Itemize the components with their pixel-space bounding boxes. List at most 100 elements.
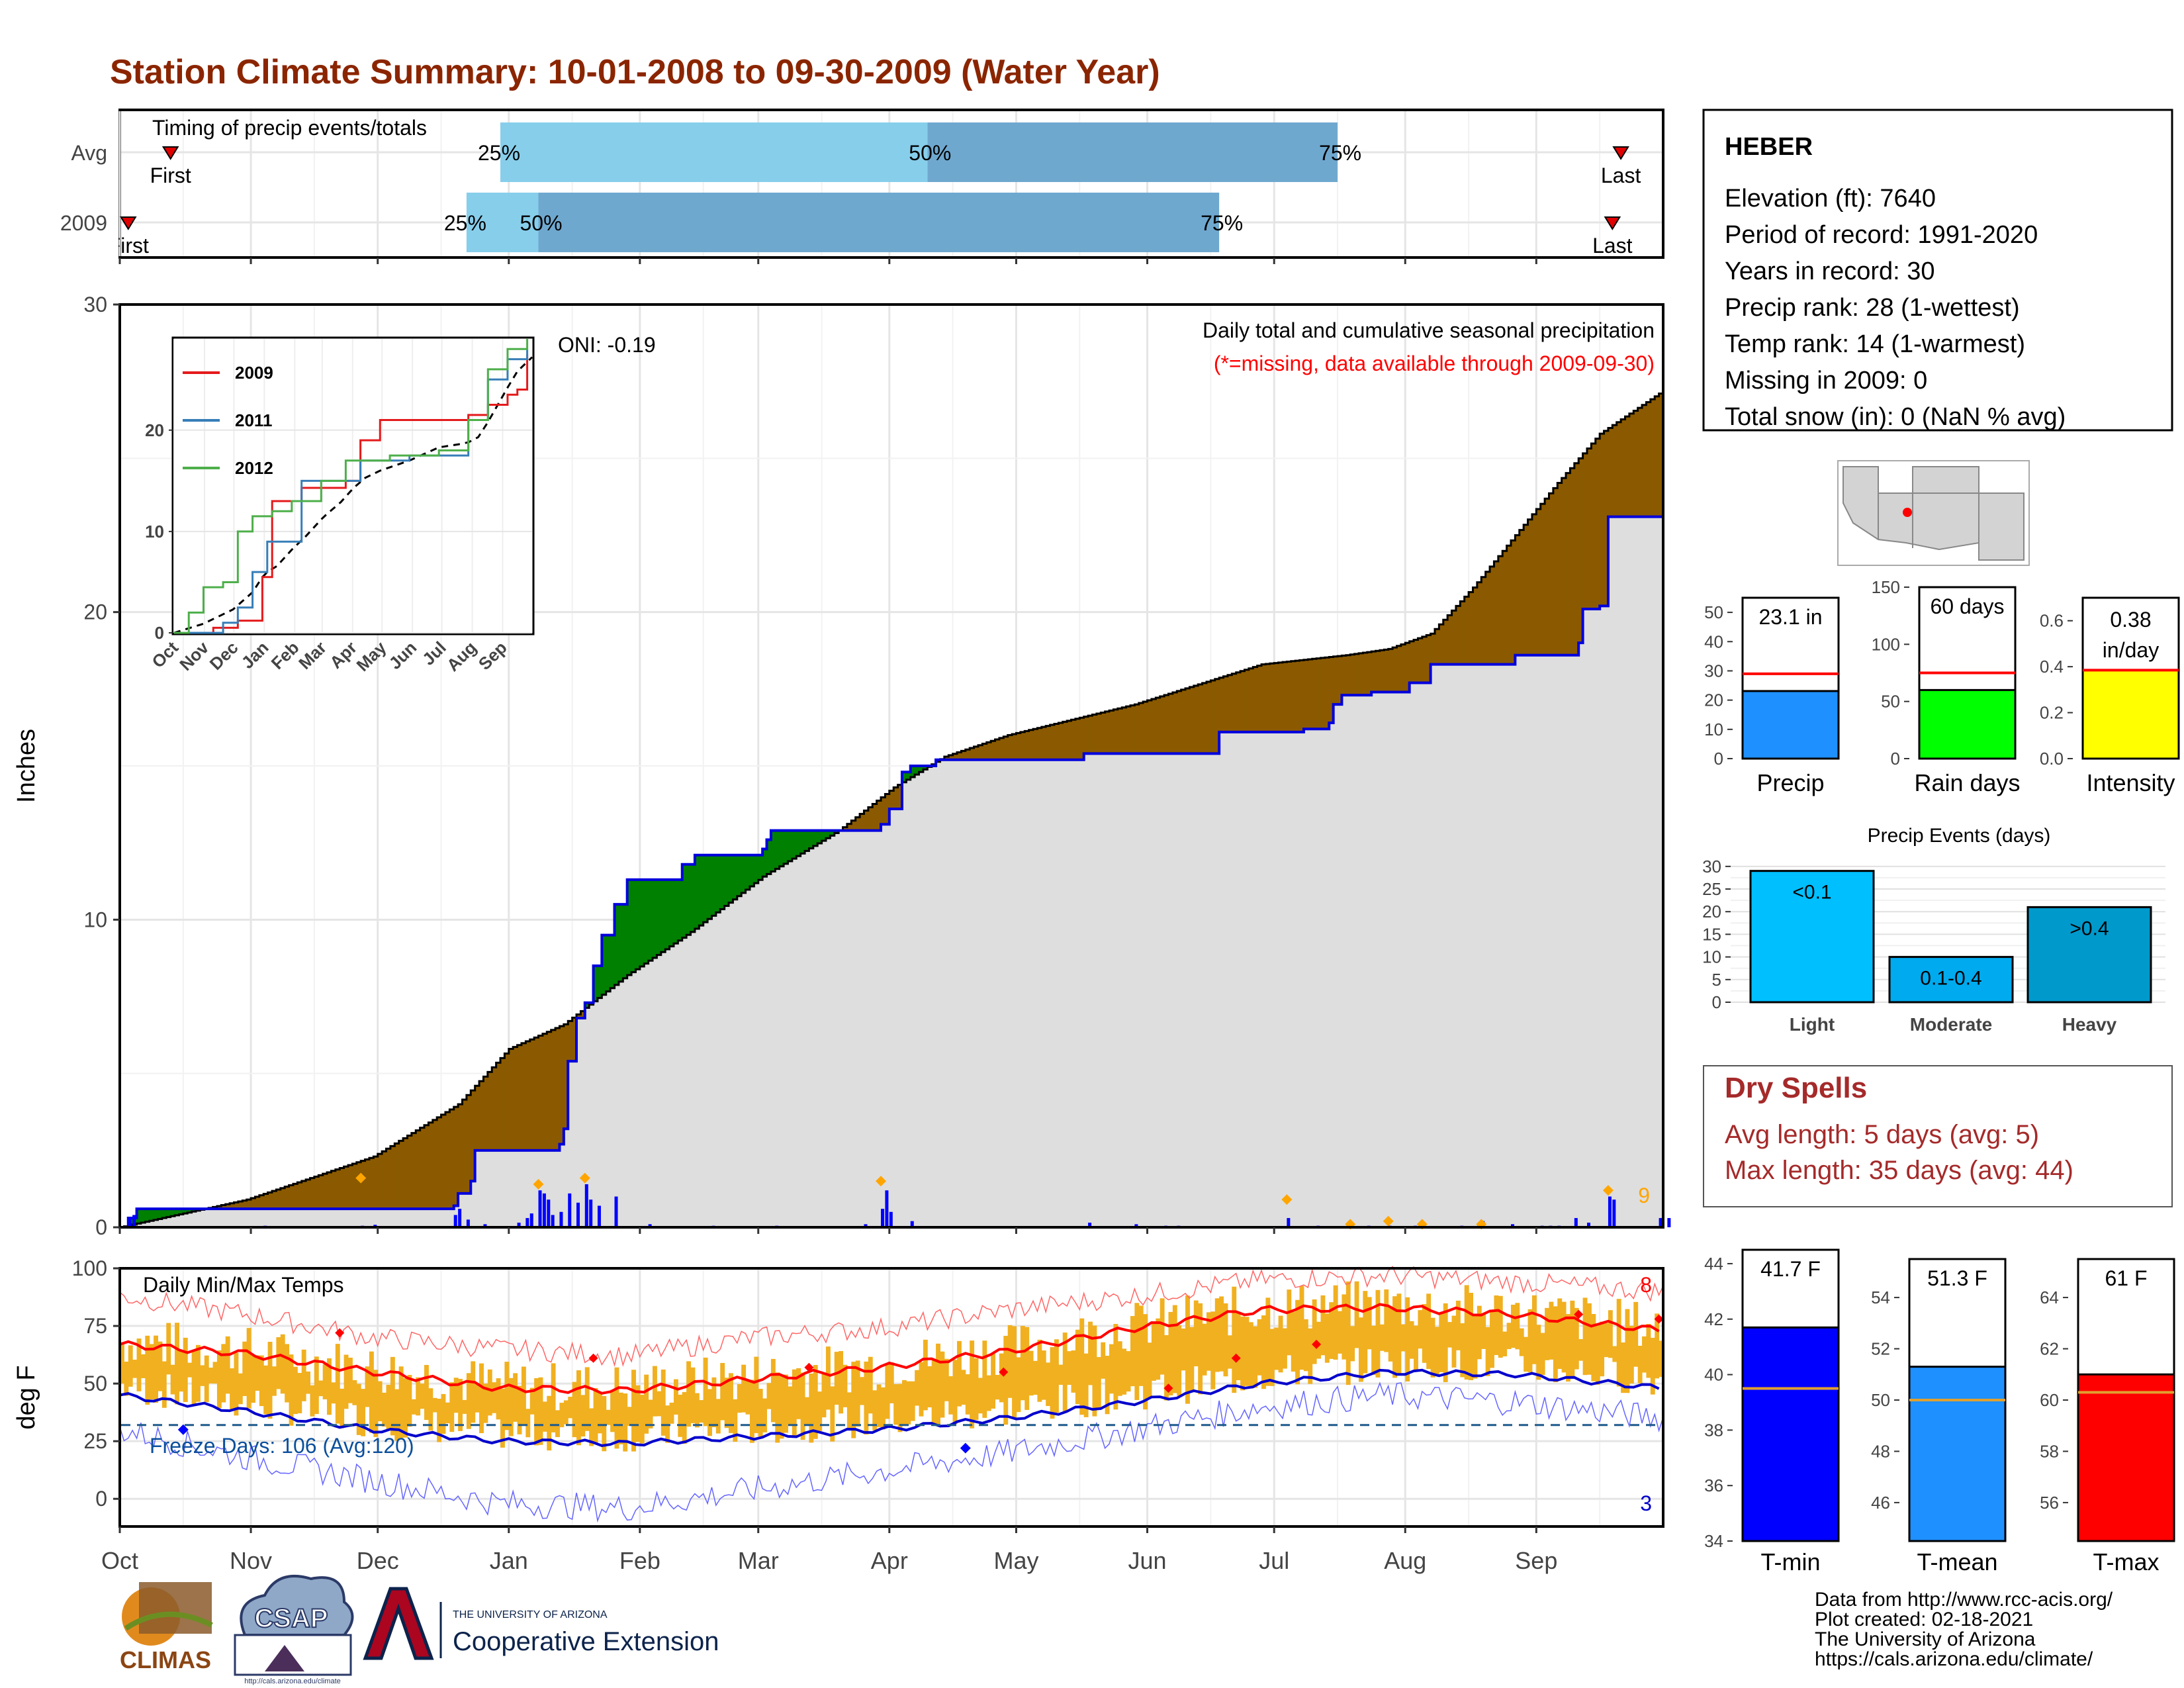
below-normal-segment [1392, 647, 1398, 692]
climas-logo-text: CLIMAS [120, 1646, 211, 1673]
above-normal-segment [644, 879, 649, 964]
daily-temp-bar [762, 1398, 768, 1432]
below-normal-segment [390, 1146, 395, 1209]
below-normal-segment [297, 1182, 302, 1209]
daily-precip-bar [483, 1224, 487, 1227]
above-normal-segment [745, 855, 751, 890]
tmax-normal-line [119, 1303, 1660, 1395]
events-category-label: Heavy [2062, 1014, 2117, 1035]
record-min-line [119, 1382, 1664, 1523]
below-normal-segment [1193, 685, 1199, 754]
above-normal-segment [648, 879, 653, 961]
below-normal-segment [356, 1162, 361, 1209]
daily-precip-bar [1586, 1223, 1590, 1227]
daily-temp-bar [974, 1358, 979, 1421]
below-normal-segment [445, 1111, 450, 1209]
daily-temp-bar [255, 1355, 260, 1391]
daily-temp-bar [1130, 1316, 1135, 1387]
daily-temp-bar [1414, 1325, 1418, 1371]
daily-temp-bar [897, 1383, 903, 1432]
temp-bar-y-tick-label: 60 [2040, 1390, 2059, 1410]
daily-temp-bar [720, 1362, 725, 1421]
daily-temp-bar [318, 1380, 324, 1397]
daily-temp-bar [225, 1336, 230, 1394]
daily-temp-bar [513, 1373, 518, 1422]
temp-bar-value [1741, 1326, 1840, 1542]
daily-temp-bar [766, 1383, 772, 1409]
below-normal-segment [1490, 566, 1495, 665]
daily-temp-bar [1426, 1293, 1432, 1370]
station-line-years: Years in record: 30 [1725, 258, 1935, 285]
daily-temp-bar [1536, 1325, 1541, 1380]
below-normal-segment [555, 1028, 561, 1150]
below-normal-segment [974, 746, 979, 760]
below-normal-segment [1545, 498, 1550, 655]
temp-y-axis: 0 25 50 75 100 [72, 1256, 120, 1511]
daily-temp-bar [1515, 1303, 1520, 1350]
timing-p25-label: 25% [478, 141, 520, 165]
below-normal-segment [1418, 638, 1423, 683]
event-diamond-marker [1602, 1185, 1614, 1196]
daily-temp-bar [1629, 1325, 1634, 1383]
daily-temp-bar [842, 1364, 848, 1407]
above-normal-segment [183, 1209, 188, 1214]
daily-temp-bar [445, 1402, 450, 1424]
below-normal-segment [1384, 649, 1389, 692]
below-normal-segment [1012, 733, 1017, 760]
daily-temp-bar [1574, 1307, 1579, 1370]
daily-precip-bar [128, 1218, 132, 1227]
daily-temp-bar [839, 1351, 844, 1414]
above-normal-segment [805, 830, 810, 851]
above-normal-segment [635, 879, 641, 970]
summary-y-tick-label: 0 [1714, 749, 1723, 769]
below-normal-segment [893, 787, 899, 810]
daily-temp-bar [648, 1399, 653, 1429]
below-normal-segment [965, 749, 970, 760]
daily-temp-bar [1185, 1295, 1190, 1404]
daily-temp-bar [1578, 1338, 1584, 1361]
above-normal-segment [602, 935, 607, 995]
daily-temp-bar [936, 1343, 940, 1425]
below-normal-segment [483, 1076, 488, 1150]
last-event-label: Last [1601, 164, 1641, 187]
timing-q2-bar [927, 122, 1338, 182]
daily-temp-bar [1434, 1327, 1439, 1376]
daily-temp-bar [1227, 1335, 1232, 1369]
below-normal-segment [1473, 587, 1478, 665]
above-normal-segment [149, 1209, 154, 1221]
daily-temp-bar [348, 1358, 353, 1403]
above-normal-segment [694, 855, 700, 929]
daily-temp-bar [1409, 1321, 1414, 1359]
daily-temp-bar [1350, 1326, 1355, 1362]
below-normal-segment [1147, 700, 1152, 754]
daily-temp-bar [1024, 1327, 1030, 1410]
footer-line-url: https://cals.arizona.edu/climate/ [1815, 1648, 2093, 1670]
daily-temp-bar [132, 1360, 138, 1378]
daily-temp-bar [242, 1341, 248, 1396]
below-normal-segment [1088, 716, 1093, 754]
precip-corner-count: 9 [1638, 1184, 1650, 1207]
below-normal-segment [1079, 718, 1085, 760]
below-normal-segment [1202, 682, 1207, 754]
below-normal-segment [842, 827, 848, 831]
daily-temp-bar [424, 1364, 429, 1421]
below-normal-segment [1405, 643, 1410, 692]
below-normal-segment [1342, 655, 1347, 696]
daily-temp-bar [906, 1381, 911, 1425]
daily-temp-bar [784, 1374, 788, 1433]
events-y-tick-label: 10 [1702, 947, 1721, 967]
first-event-marker [119, 216, 137, 230]
events-bar [1749, 870, 1875, 1004]
events-y-tick-label: 0 [1712, 992, 1721, 1012]
daily-temp-bar [1451, 1315, 1457, 1368]
precip-y-label: Inches [13, 729, 40, 803]
daily-temp-bar [1046, 1362, 1051, 1407]
daily-temp-bar [216, 1350, 222, 1408]
below-normal-segment [1506, 545, 1512, 665]
daily-temp-bar [301, 1349, 306, 1401]
daily-temp-bar [310, 1385, 315, 1417]
daily-temp-bar [517, 1385, 522, 1434]
daily-temp-bar [1519, 1328, 1524, 1356]
daily-temp-bar [919, 1362, 924, 1417]
daily-temp-bar [542, 1401, 547, 1432]
